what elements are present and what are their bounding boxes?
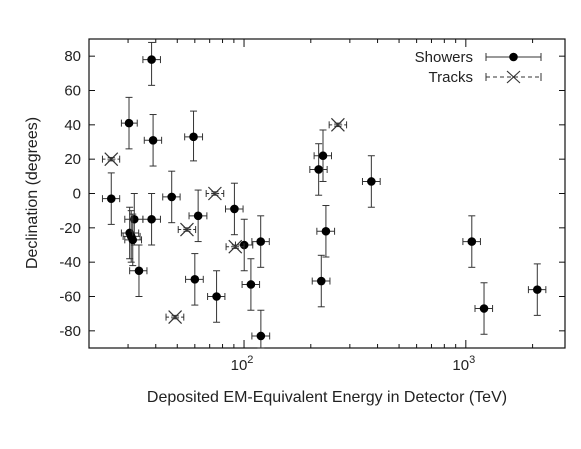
circle-marker: [256, 331, 266, 341]
circle-marker: [256, 237, 266, 246]
shower-point: [207, 270, 226, 323]
y-tick-labels: -80 -60 -40 -20 0 20 40 60 80: [59, 48, 81, 340]
circle-marker: [148, 135, 158, 145]
shower-point: [101, 172, 121, 225]
x-marker: [168, 310, 183, 325]
track-point: [165, 310, 185, 325]
shower-point: [162, 170, 181, 224]
y-axis-label: Declination (degrees): [24, 117, 41, 269]
shower-point: [241, 258, 261, 311]
axis-ticks: [89, 39, 565, 348]
shower-point: [124, 213, 143, 267]
shower-point: [188, 189, 208, 243]
circle-marker: [106, 194, 116, 203]
shower-point: [361, 155, 381, 208]
y-tick-label: 80: [64, 48, 81, 65]
shower-point: [309, 143, 328, 196]
shower-point: [184, 110, 204, 162]
circle-marker: [147, 214, 156, 224]
circle-marker: [230, 204, 239, 214]
shower-point: [251, 215, 270, 268]
shower-point: [474, 282, 494, 335]
legend-label-tracks: Tracks: [429, 69, 473, 86]
track-point: [225, 239, 245, 254]
circle-marker: [246, 280, 256, 289]
track-point: [177, 222, 197, 237]
track-point: [101, 152, 121, 167]
circle-marker: [190, 275, 200, 284]
legend-label-showers: Showers: [415, 49, 473, 66]
circle-marker: [367, 177, 376, 186]
x-marker: [228, 239, 243, 254]
y-tick-label: 20: [64, 151, 81, 168]
shower-point: [185, 253, 204, 306]
y-tick-label: -80: [59, 323, 81, 340]
circle-marker: [314, 165, 323, 174]
track-point: [205, 186, 225, 201]
circle-marker: [129, 214, 139, 224]
circle-marker: [316, 276, 326, 286]
y-tick-label: -20: [59, 220, 81, 237]
y-tick-label: 40: [64, 117, 81, 134]
shower-point: [120, 96, 138, 150]
circle-marker: [318, 151, 328, 161]
shower-point: [316, 205, 336, 258]
circle-marker: [147, 55, 156, 64]
data-marks: [101, 41, 547, 349]
track-point: [328, 117, 348, 132]
shower-point: [224, 182, 244, 236]
circle-marker: [193, 211, 203, 221]
shower-point: [462, 215, 481, 268]
shower-point: [142, 41, 161, 86]
circle-marker: [467, 237, 477, 246]
shower-point: [143, 114, 163, 167]
x-marker: [104, 152, 119, 167]
shower-point: [527, 263, 547, 316]
circle-marker: [124, 118, 134, 128]
legend: Showers Tracks: [415, 49, 542, 86]
legend-marker-tracks: [485, 70, 542, 84]
shower-point: [142, 193, 161, 246]
x-marker: [207, 186, 222, 201]
x-tick-label: 103: [452, 354, 475, 374]
shower-point: [129, 244, 148, 297]
x-tick-label: 102: [231, 354, 254, 374]
shower-point: [251, 309, 271, 349]
circle-marker: [189, 132, 198, 142]
circle-marker: [128, 235, 138, 245]
x-marker: [180, 222, 194, 237]
plot-frame: [88, 38, 566, 349]
shower-point: [313, 129, 333, 182]
y-tick-label: 0: [73, 186, 81, 203]
circle-marker: [321, 226, 331, 236]
circle-marker: [479, 304, 489, 313]
circle-marker: [134, 266, 144, 276]
shower-point: [311, 254, 331, 308]
circle-marker: [532, 285, 542, 294]
x-axis-label: Deposited EM-Equivalent Energy in Detect…: [147, 389, 507, 406]
y-tick-label: -40: [59, 254, 81, 271]
y-tick-label: 60: [64, 83, 81, 100]
x-marker: [330, 117, 345, 132]
legend-marker-showers: [485, 52, 542, 62]
circle-marker: [167, 192, 177, 202]
x-tick-labels: 102 103: [231, 354, 476, 374]
circle-marker: [212, 292, 221, 301]
y-tick-label: -60: [59, 289, 81, 306]
